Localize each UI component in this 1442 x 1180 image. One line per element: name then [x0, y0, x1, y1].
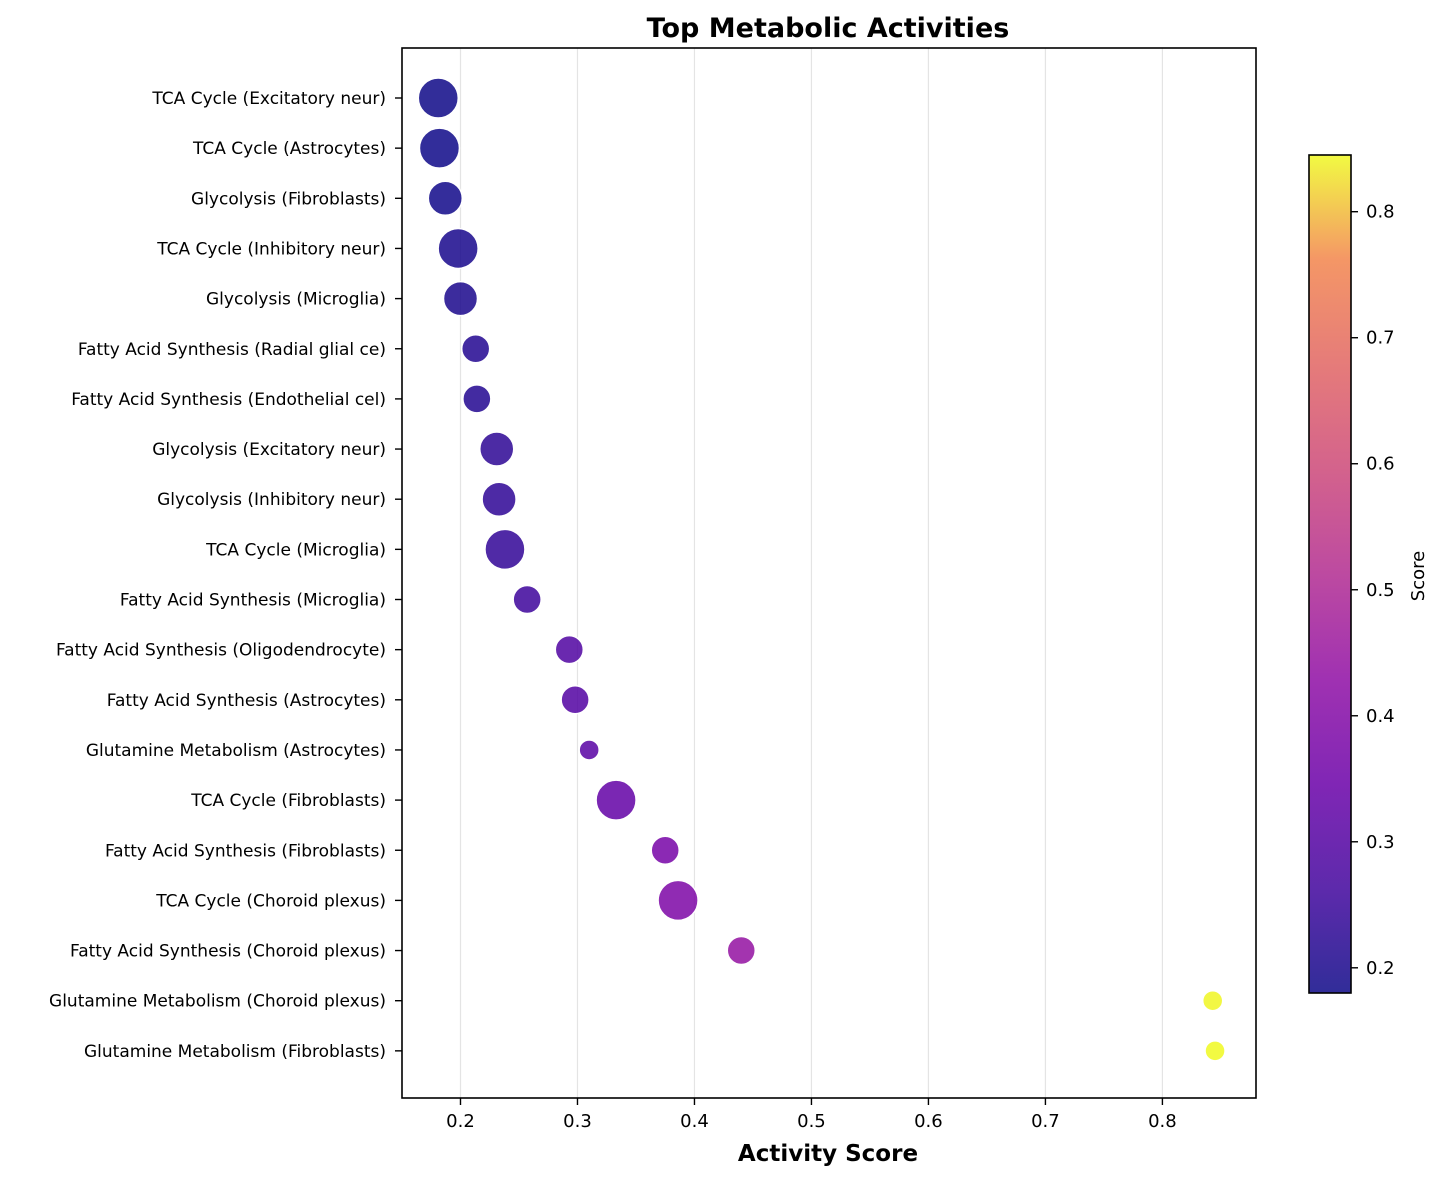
scatter-point — [481, 481, 517, 517]
y-tick-label: Fatty Acid Synthesis (Oligodendrocyte) — [56, 641, 386, 661]
scatter-point — [484, 528, 526, 571]
colorbar: 0.2 0.3 0.4 0.5 0.6 0.7 0.8 Score — [1308, 154, 1429, 994]
scatter-point — [442, 280, 479, 317]
y-tick-label: Glycolysis (Fibroblasts) — [191, 189, 386, 209]
colorbar-tick-label: 0.4 — [1366, 706, 1395, 727]
x-tick-label: 0.8 — [1148, 1111, 1177, 1132]
scatter-point — [726, 935, 757, 966]
y-tick-label: Fatty Acid Synthesis (Radial glial ce) — [78, 340, 386, 360]
x-tick-label: 0.2 — [446, 1111, 475, 1132]
x-tick-label: 0.4 — [680, 1111, 709, 1132]
colorbar-ticks: 0.2 0.3 0.4 0.5 0.6 0.7 0.8 — [1351, 202, 1395, 979]
colorbar-tick-label: 0.8 — [1366, 202, 1395, 223]
scatter-point — [657, 879, 699, 922]
colorbar-label: Score — [1408, 551, 1429, 601]
y-tick-label: Glycolysis (Microglia) — [206, 290, 386, 310]
plot-frame — [401, 47, 1257, 1099]
y-tick-label: Fatty Acid Synthesis (Choroid plexus) — [70, 942, 386, 962]
colorbar-gradient — [1309, 155, 1351, 993]
y-tick-label: Glutamine Metabolism (Choroid plexus) — [49, 992, 386, 1012]
x-tick-label: 0.7 — [1031, 1111, 1060, 1132]
y-tick-label: Fatty Acid Synthesis (Endothelial cel) — [71, 390, 386, 410]
scatter-point — [460, 334, 491, 364]
colorbar-tick-label: 0.2 — [1366, 958, 1395, 979]
scatter-point — [427, 180, 464, 217]
scatter-point — [418, 127, 461, 169]
y-tick-label: TCA Cycle (Choroid plexus) — [155, 891, 386, 911]
scatter-point — [595, 779, 637, 821]
y-tick-label: TCA Cycle (Microglia) — [205, 540, 386, 560]
colorbar-tick-label: 0.7 — [1366, 328, 1395, 349]
scatter-point — [554, 634, 585, 665]
scatter-point — [437, 227, 479, 270]
x-tick-label: 0.5 — [797, 1111, 826, 1132]
x-axis-ticks: 0.2 0.3 0.4 0.5 0.6 0.7 0.8 — [446, 1098, 1177, 1132]
x-tick-label: 0.3 — [563, 1111, 592, 1132]
colorbar-tick-label: 0.3 — [1366, 832, 1395, 853]
y-tick-label: TCA Cycle (Fibroblasts) — [190, 791, 386, 811]
scatter-point — [1201, 989, 1224, 1012]
scatter-point — [417, 77, 460, 119]
y-tick-label: Fatty Acid Synthesis (Astrocytes) — [107, 691, 386, 711]
y-tick-label: Fatty Acid Synthesis (Fibroblasts) — [105, 841, 386, 861]
y-tick-label: TCA Cycle (Astrocytes) — [192, 139, 386, 159]
colorbar-frame — [1308, 154, 1352, 994]
scatter-point — [560, 685, 590, 715]
chart-title: Top Metabolic Activities — [647, 13, 1010, 44]
colorbar-tick-label: 0.5 — [1366, 580, 1395, 601]
gridlines — [459, 48, 1164, 1098]
colorbar-tick-label: 0.6 — [1366, 454, 1395, 475]
y-tick-label: Fatty Acid Synthesis (Microglia) — [120, 591, 386, 611]
y-tick-label: TCA Cycle (Excitatory neur) — [151, 89, 386, 109]
scatter-point — [462, 384, 492, 414]
y-tick-label: Glycolysis (Inhibitory neur) — [157, 490, 386, 510]
scatter-point — [650, 835, 680, 865]
y-tick-label: TCA Cycle (Inhibitory neur) — [156, 239, 386, 259]
y-tick-label: Glycolysis (Excitatory neur) — [152, 440, 386, 460]
x-axis-label: Activity Score — [738, 1141, 918, 1167]
x-tick-label: 0.6 — [914, 1111, 943, 1132]
scatter-point — [578, 739, 600, 761]
y-tick-label: Glutamine Metabolism (Astrocytes) — [86, 741, 386, 761]
scatter-point — [479, 431, 515, 467]
scatter-points — [417, 77, 1226, 1062]
y-axis-ticks: TCA Cycle (Excitatory neur) TCA Cycle (As… — [49, 89, 402, 1062]
y-tick-label: Glutamine Metabolism (Fibroblasts) — [84, 1042, 386, 1062]
scatter-point — [1204, 1040, 1226, 1062]
scatter-point — [512, 584, 542, 615]
